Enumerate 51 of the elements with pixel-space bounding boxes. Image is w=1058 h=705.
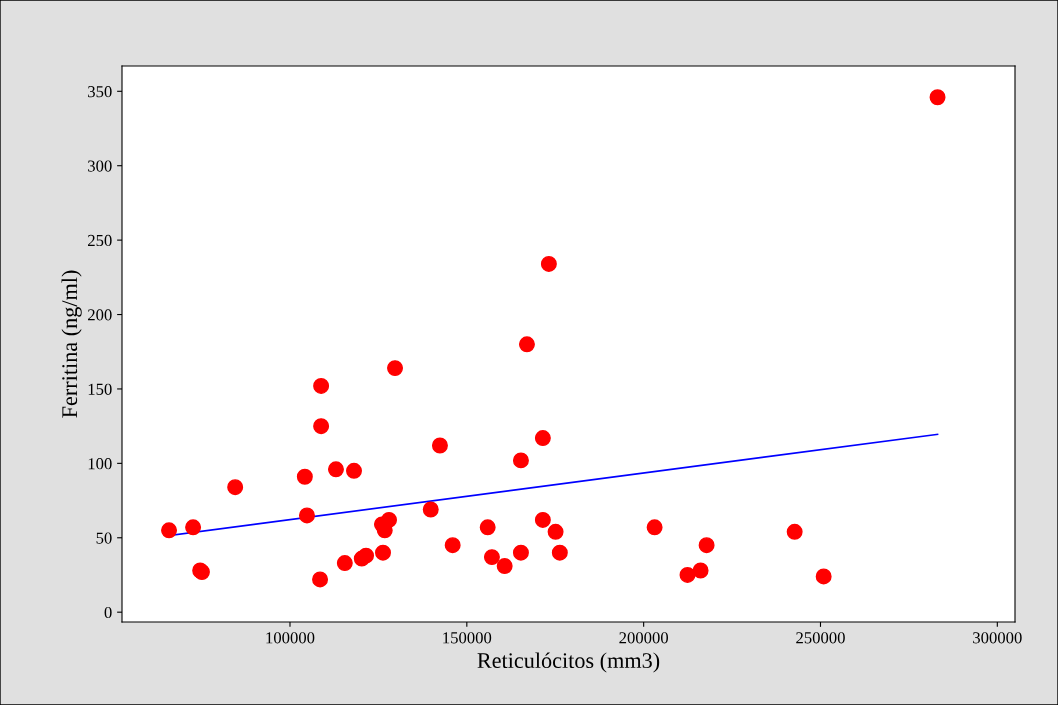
point (815, 568, 832, 585)
point (512, 544, 529, 561)
x-tick-label: 250000 (796, 632, 845, 644)
point (551, 544, 568, 561)
point (161, 522, 178, 539)
point (431, 437, 448, 454)
point (698, 537, 715, 554)
point (929, 89, 946, 106)
y-tick-label: 150 (88, 383, 112, 395)
point (786, 523, 803, 540)
point (327, 461, 344, 478)
point (679, 566, 696, 583)
point (387, 360, 404, 377)
x-tick-label: 200000 (619, 632, 669, 644)
point (375, 544, 391, 561)
point (358, 547, 375, 564)
point (336, 555, 353, 572)
point (518, 336, 535, 353)
point (534, 511, 551, 528)
point (547, 523, 564, 540)
y-tick-label: 350 (88, 86, 112, 98)
point (381, 511, 397, 528)
point (313, 418, 330, 435)
point (479, 519, 496, 536)
x-tick-label: 300000 (973, 632, 1022, 644)
y-tick-label: 50 (96, 532, 112, 544)
x-tick-label: 100000 (266, 632, 315, 644)
point (227, 479, 244, 496)
point (296, 468, 313, 485)
point (422, 501, 439, 518)
x-tick-label: 150000 (443, 632, 492, 644)
point (534, 430, 551, 447)
point (496, 558, 513, 575)
point (483, 549, 500, 566)
point (346, 462, 362, 479)
y-tick-label: 300 (88, 160, 112, 172)
point (692, 562, 709, 579)
point (298, 507, 315, 524)
y-tick-label: 100 (88, 458, 112, 470)
y-axis-title: Ferritina (ng/ml) (61, 270, 82, 418)
point (444, 537, 461, 554)
point (312, 571, 329, 588)
point (313, 377, 330, 394)
y-tick-label: 250 (88, 234, 112, 247)
point (512, 452, 529, 469)
x-axis-title: Reticulócitos (mm3) (477, 652, 660, 673)
point (646, 519, 663, 536)
y-tick-label: 0 (104, 606, 112, 619)
point (185, 519, 202, 536)
point (540, 255, 557, 272)
y-tick-label: 200 (88, 309, 112, 321)
